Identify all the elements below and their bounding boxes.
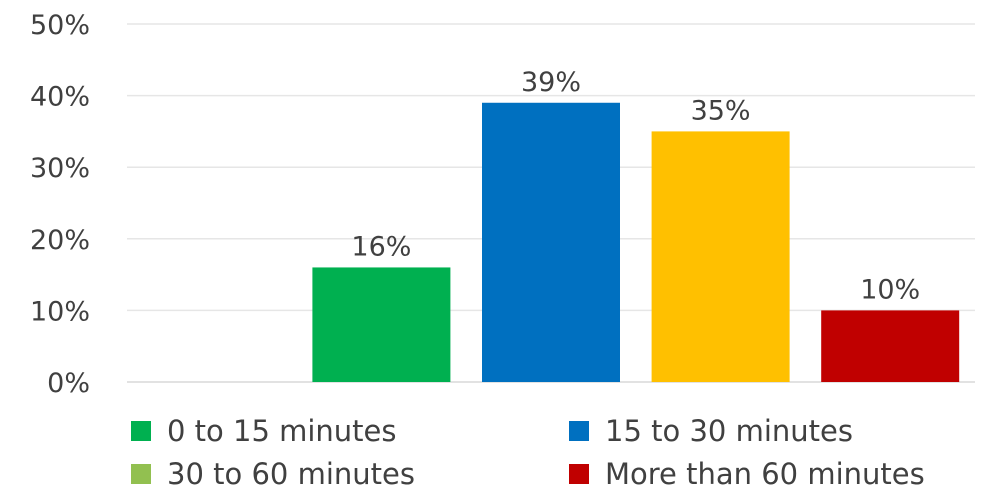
y-axis-tick-labels: 0% 10% 20% 30% 40% 50%: [30, 10, 90, 399]
y-tick-label: 40%: [30, 82, 90, 113]
legend-swatch: [569, 464, 589, 484]
bar-1: [312, 267, 451, 382]
legend-swatch: [131, 421, 151, 441]
legend-label: 15 to 30 minutes: [605, 414, 853, 448]
y-tick-label: 0%: [47, 368, 90, 399]
bar-4: [821, 310, 960, 382]
y-tick-label: 50%: [30, 10, 90, 41]
data-label: 39%: [521, 67, 581, 98]
bars: [312, 102, 960, 382]
data-label: 16%: [351, 231, 411, 262]
legend-swatch: [131, 464, 151, 484]
y-tick-label: 20%: [30, 225, 90, 256]
y-tick-label: 30%: [30, 153, 90, 184]
legend-swatch: [569, 421, 589, 441]
legend-label: More than 60 minutes: [605, 457, 925, 490]
data-label: 10%: [860, 274, 920, 305]
bar-2: [482, 102, 620, 382]
data-label: 35%: [691, 95, 751, 126]
data-labels: 16% 39% 35% 10%: [351, 67, 920, 306]
y-tick-label: 10%: [30, 296, 90, 327]
legend: 0 to 15 minutes 15 to 30 minutes 30 to 60 …: [131, 414, 925, 490]
legend-label: 30 to 60 minutes: [167, 457, 415, 490]
bar-3: [651, 131, 790, 382]
legend-label: 0 to 15 minutes: [167, 414, 397, 448]
